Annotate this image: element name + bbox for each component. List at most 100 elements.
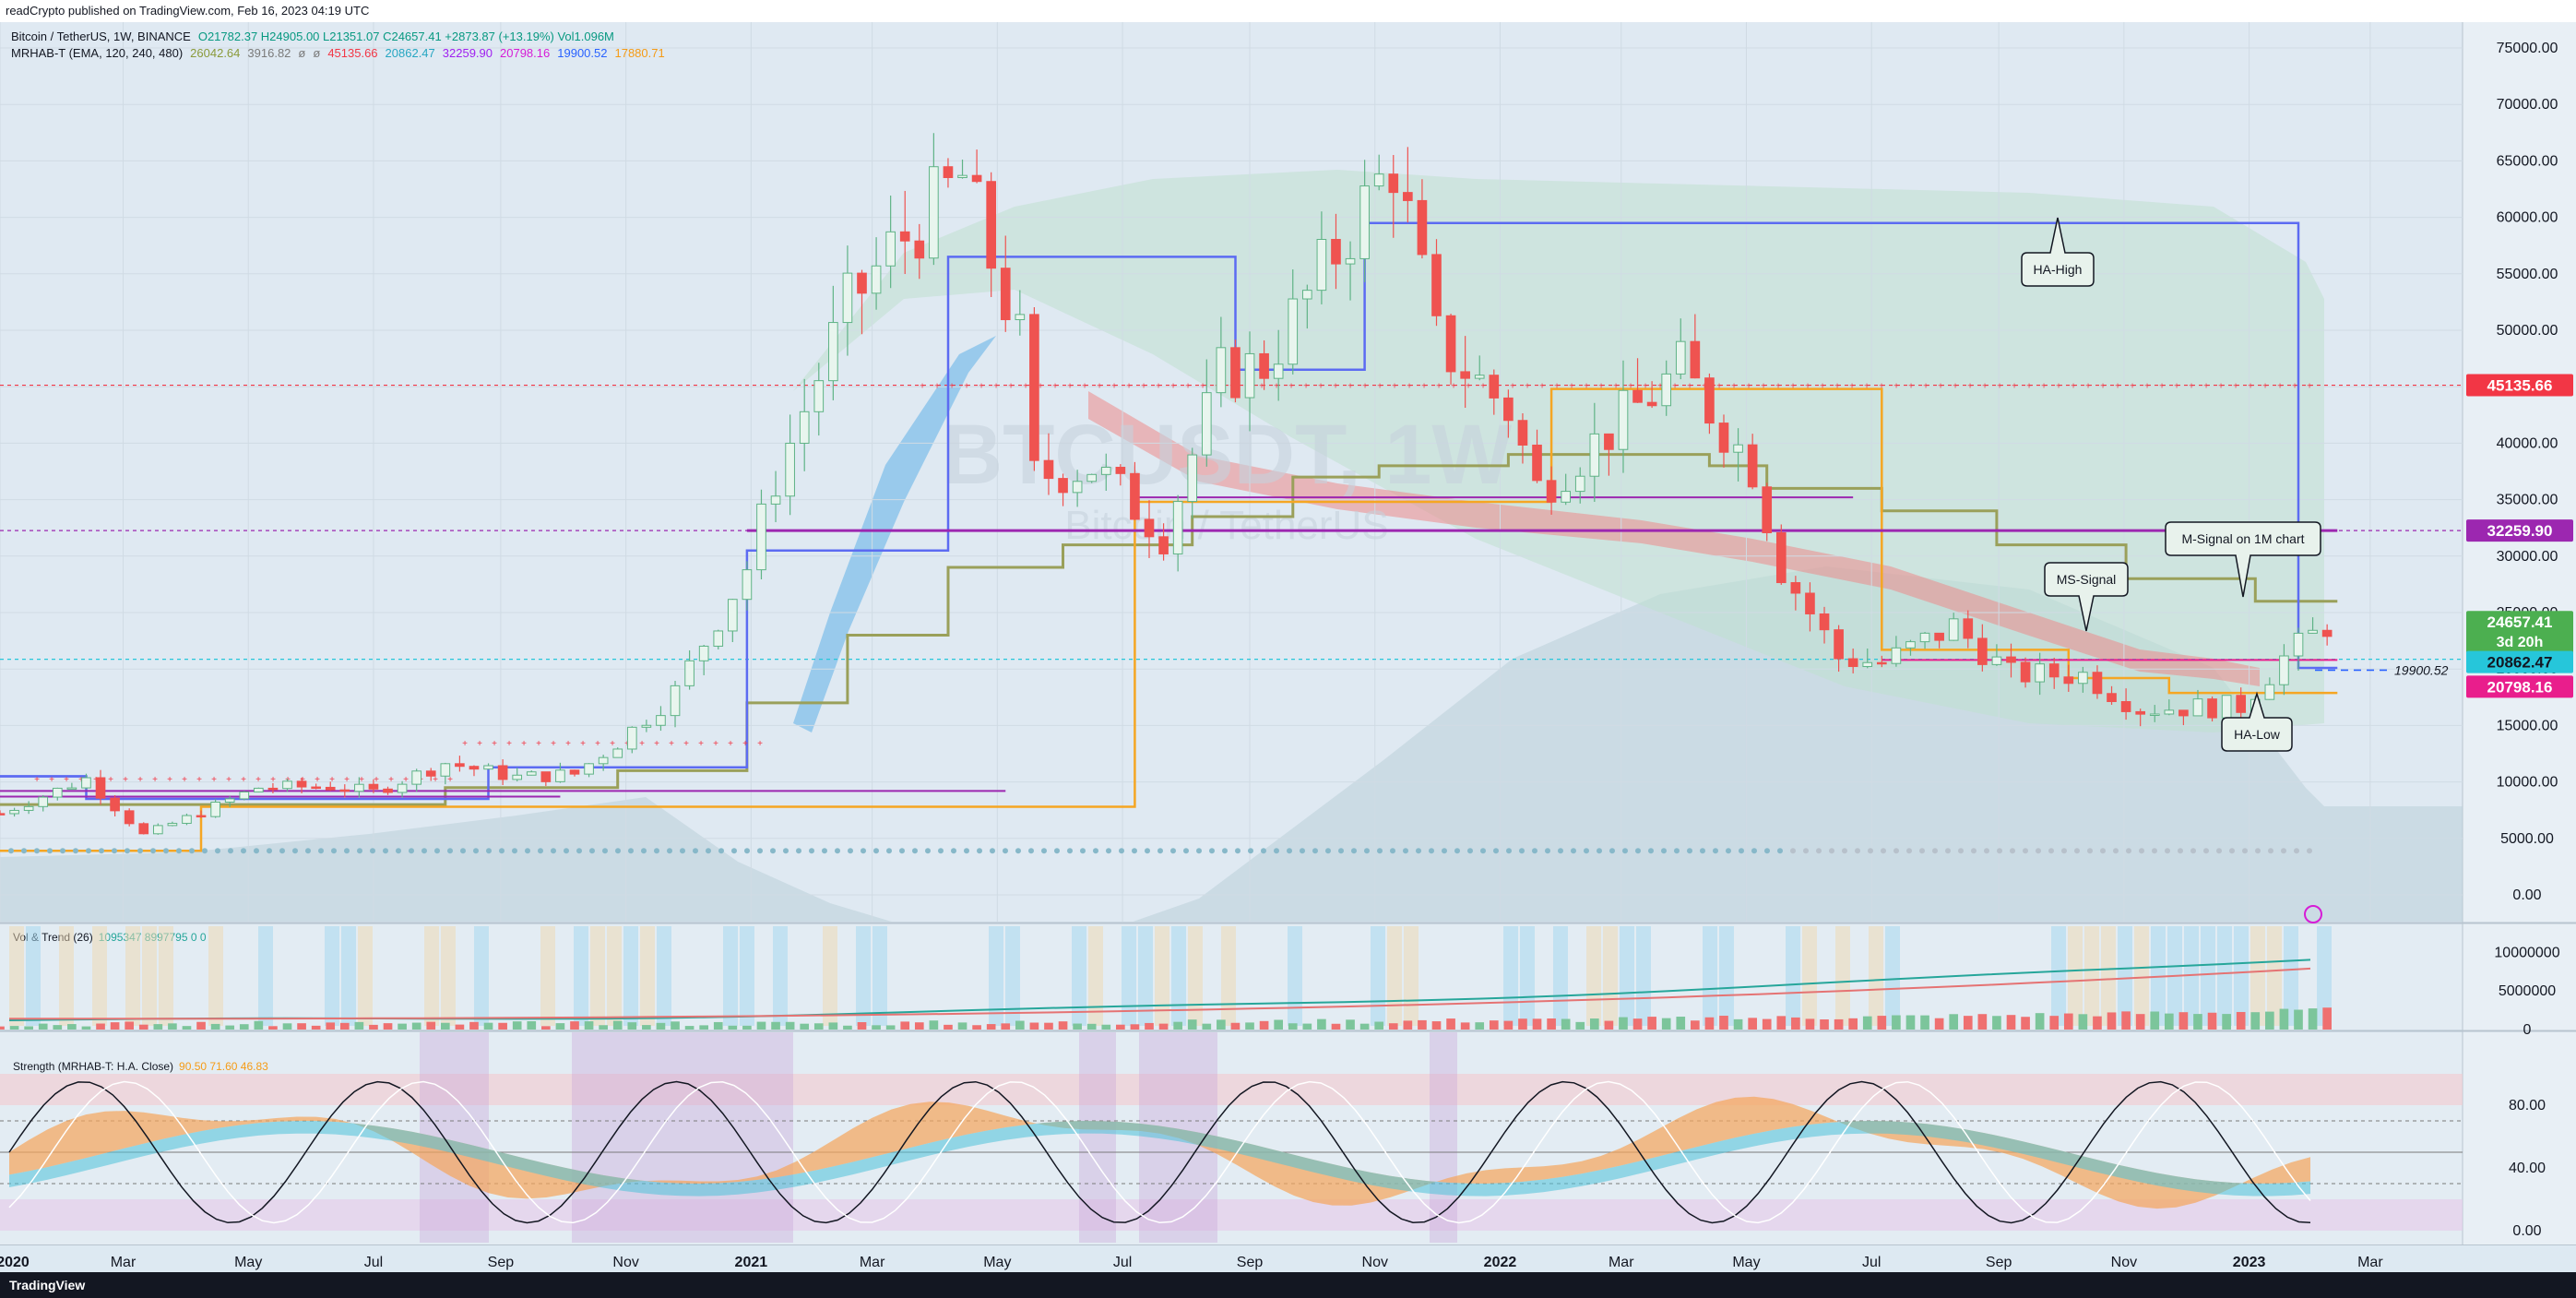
price-tick-label: 5000.00: [2500, 831, 2554, 847]
vol-bg-stripe: [1155, 926, 1169, 1026]
candle-body: [1403, 192, 1413, 201]
resistance-mark: +: [359, 775, 364, 785]
vol-bg-stripe: [1520, 926, 1535, 1026]
candle-body: [1445, 315, 1456, 373]
support-dot: [409, 848, 414, 854]
strength-lower-band: [0, 1199, 2463, 1231]
volume-bar: [2063, 1013, 2073, 1030]
candle-body: [0, 813, 6, 816]
candle-body: [2293, 632, 2304, 657]
support-dot: [396, 848, 401, 854]
support-dot: [1945, 848, 1951, 854]
footer: TradingView: [0, 1272, 2576, 1298]
candle-body: [670, 685, 681, 717]
candle-body: [1561, 491, 1572, 503]
support-dot: [1700, 848, 1705, 854]
support-dot: [551, 848, 556, 854]
chart-svg[interactable]: BTCUSDT, 1W Bitcoin / TetherUS + + + + + + + + +…: [0, 22, 2576, 1272]
resistance-mark: +: [595, 739, 600, 749]
callout-text: HA-High: [2034, 262, 2083, 277]
callout-box: [2021, 217, 2095, 287]
resistance-mark: +: [1097, 382, 1102, 392]
resistance-mark: +: [1392, 382, 1397, 392]
legend-indicator-name: MRHAB-T (EMA, 120, 240, 480): [11, 46, 183, 60]
volume-bar: [1892, 1015, 1901, 1030]
support-dot: [1390, 848, 1395, 854]
tradingview-logo[interactable]: TradingView: [9, 1278, 86, 1292]
volume-bar: [699, 1025, 709, 1030]
candle-body: [2135, 710, 2146, 715]
volume-bar: [1431, 1021, 1442, 1030]
candle-body: [1532, 444, 1542, 482]
candle-body: [1503, 397, 1514, 422]
candle-body: [1819, 613, 1830, 631]
vol-bg-stripe: [2267, 926, 2282, 1026]
volume-bar: [1489, 1020, 1499, 1030]
support-dot: [473, 848, 479, 854]
support-dot: [1661, 848, 1667, 854]
volume-bar: [2093, 1016, 2102, 1030]
volume-bar: [1820, 1019, 1829, 1030]
vol-bg-stripe: [474, 926, 489, 1026]
vol-bg-stripe: [1005, 926, 1020, 1026]
resistance-mark: +: [1805, 382, 1810, 392]
time-tick-label: May: [983, 1255, 1011, 1270]
volume-bar: [339, 1022, 350, 1030]
vol-bg-stripe: [1188, 926, 1203, 1026]
volume-bar: [24, 1026, 33, 1030]
candle-body: [1474, 375, 1485, 379]
candle-body: [1086, 473, 1098, 482]
volume-bar: [153, 1024, 163, 1030]
alert-lightning-icon[interactable]: [2304, 905, 2322, 923]
volume-bar: [1589, 1018, 1599, 1030]
price-tick-label: 60000.00: [2497, 210, 2558, 226]
support-dot: [1041, 848, 1047, 854]
support-dot: [2126, 848, 2131, 854]
support-dot: [2268, 848, 2273, 854]
candle-body: [971, 174, 982, 183]
resistance-mark: +: [639, 739, 645, 749]
support-dot: [977, 848, 982, 854]
chart-area[interactable]: BTCUSDT, 1W Bitcoin / TetherUS + + + + + + + + +…: [0, 22, 2576, 1272]
vol-panel-title: Vol & Trend (26)1095347 8997795 0 0: [13, 931, 207, 944]
volume-bar: [1632, 1018, 1643, 1030]
resistance-mark: +: [1525, 382, 1530, 392]
vol-bg-stripe: [2084, 926, 2099, 1026]
support-dot: [2074, 848, 2080, 854]
resistance-mark: +: [1008, 382, 1014, 392]
resistance-mark: +: [1953, 382, 1958, 392]
resistance-mark: +: [374, 775, 379, 785]
volume-bar: [957, 1022, 967, 1030]
strength-k-line: [8, 1080, 2311, 1224]
time-tick-label: Mar: [860, 1255, 885, 1270]
vol-bg-stripe: [1088, 926, 1103, 1026]
candle-body: [1359, 185, 1370, 259]
candle-body: [2020, 661, 2031, 683]
volume-bar: [1259, 1020, 1269, 1030]
price-tick-label: 15000.00: [2497, 718, 2558, 733]
strength-panel-title-text: Strength (MRHAB-T: H.A. Close): [13, 1060, 173, 1073]
resistance-mark: +: [1539, 382, 1545, 392]
volume-bar: [1288, 1023, 1298, 1030]
resistance-mark: +: [698, 739, 704, 749]
strength-d-line: [8, 1080, 2311, 1224]
support-dot: [1635, 848, 1641, 854]
support-dot: [1713, 848, 1718, 854]
time-tick-label: Nov: [612, 1255, 638, 1270]
candle-body: [2120, 701, 2131, 712]
volume-bar: [53, 1025, 63, 1030]
candle-body: [1130, 472, 1140, 520]
volume-bar: [96, 1023, 105, 1030]
resistance-mark: +: [255, 775, 261, 785]
time-axis[interactable]: 2020 Mar May Jul Sep Nov 2021 Mar May Jul Sep Nov 20…: [0, 1255, 2383, 1270]
price-tag-bg: [2466, 611, 2573, 654]
candle-body: [584, 763, 594, 775]
support-dot: [1235, 848, 1241, 854]
support-dot: [125, 848, 130, 854]
support-dot: [2242, 848, 2248, 854]
support-dot: [925, 848, 931, 854]
support-dot: [1132, 848, 1137, 854]
candle-body: [1288, 298, 1299, 365]
candle-body: [325, 786, 336, 791]
support-dot: [1881, 848, 1886, 854]
